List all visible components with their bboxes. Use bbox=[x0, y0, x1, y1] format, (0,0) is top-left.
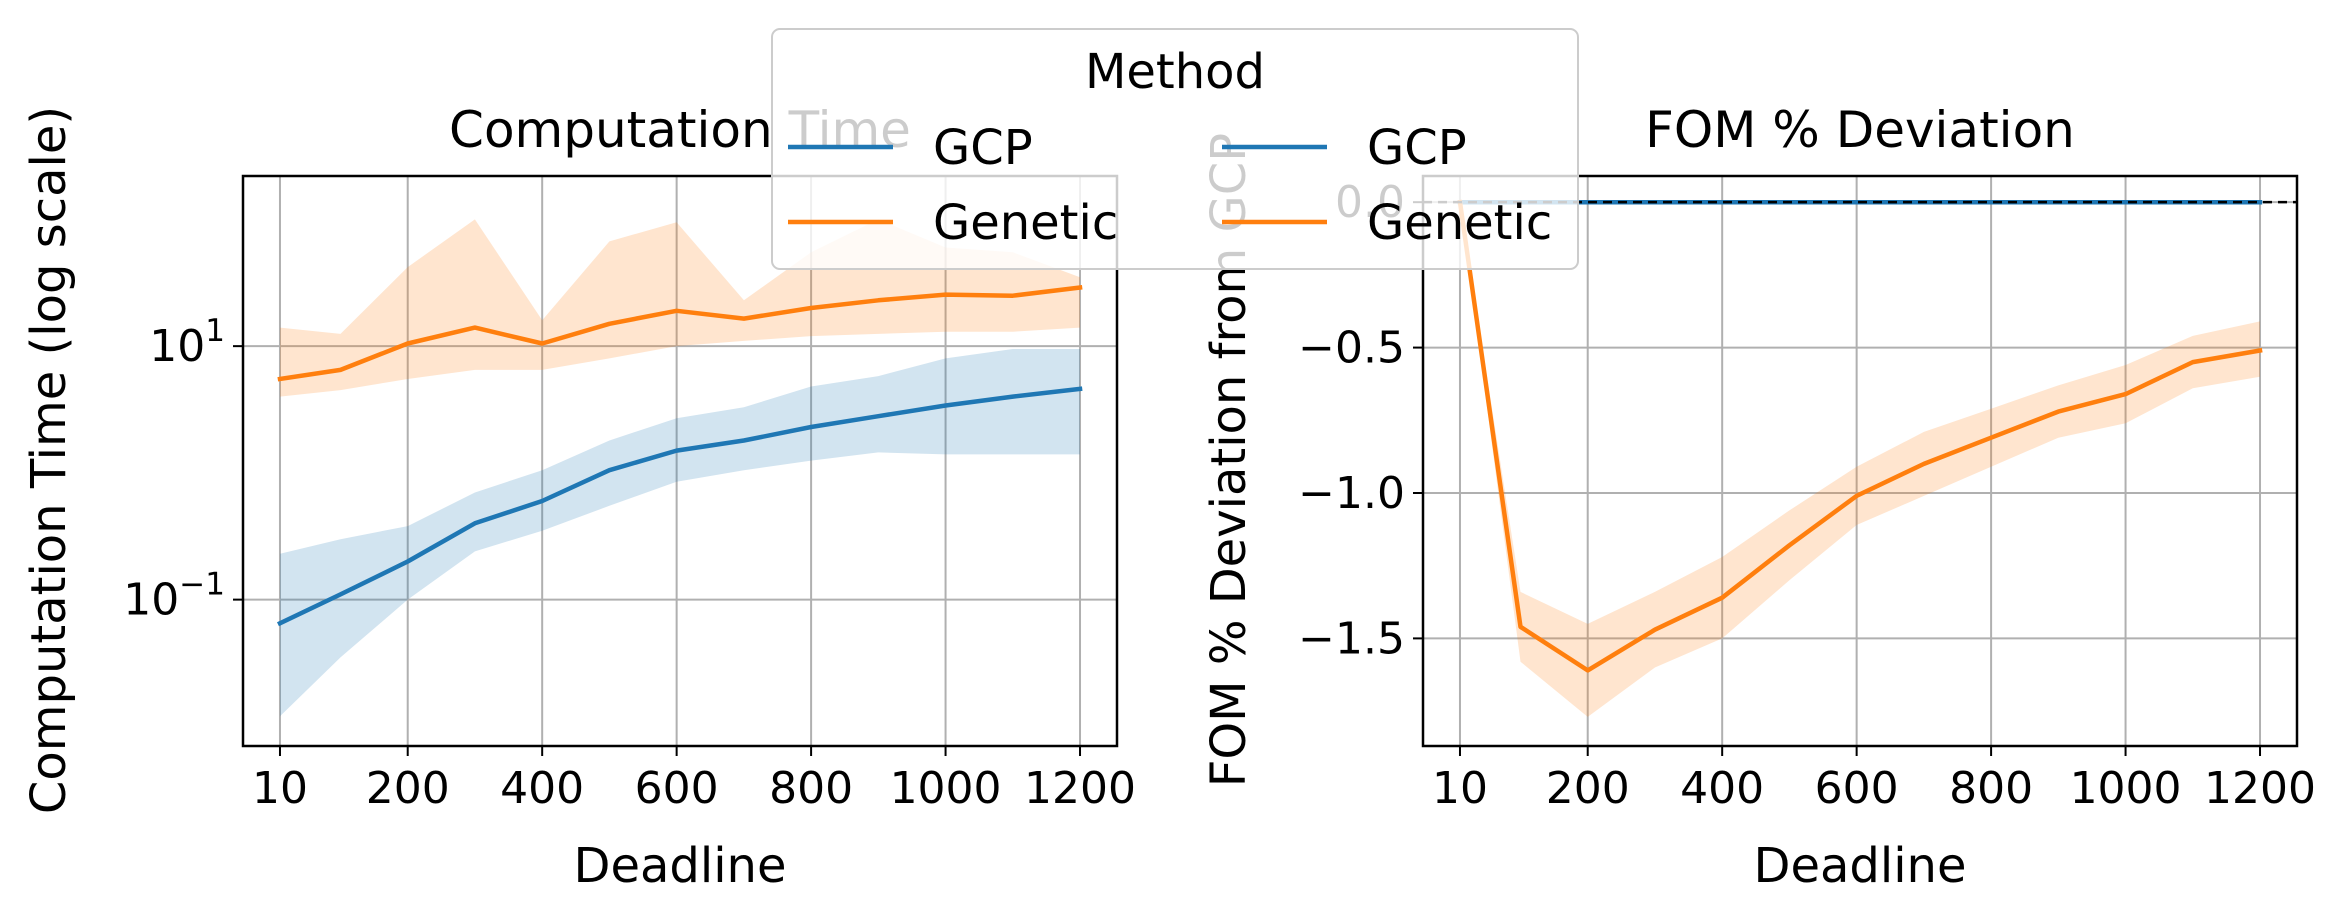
x-tick-label: 1200 bbox=[2204, 763, 2316, 814]
y-tick-label: 10−1 bbox=[123, 567, 225, 626]
legend-entry-genetic: Genetic bbox=[788, 195, 1118, 251]
y-tick-label: −0.5 bbox=[1298, 323, 1405, 374]
x-tick-label: 10 bbox=[252, 763, 308, 814]
legend-label: Genetic bbox=[1367, 195, 1552, 251]
x-axis-label-left: Deadline bbox=[574, 838, 787, 894]
plot-area bbox=[1423, 199, 2297, 717]
x-tick-label: 600 bbox=[1815, 763, 1899, 814]
x-tick-label: 800 bbox=[1949, 763, 2033, 814]
x-tick-label: 200 bbox=[366, 763, 450, 814]
x-tick-label: 1000 bbox=[2070, 763, 2182, 814]
x-tick-label: 600 bbox=[635, 763, 719, 814]
legend-entry-gcp: GCP bbox=[788, 120, 1033, 176]
series-line-gcp bbox=[276, 386, 1083, 627]
x-tick-label: 400 bbox=[1680, 763, 1764, 814]
grid-lines bbox=[243, 176, 1117, 746]
panel-title-fom-deviation: FOM % Deviation bbox=[1645, 101, 2075, 159]
axes-frame bbox=[1421, 174, 2299, 748]
series-line-genetic bbox=[277, 284, 1083, 382]
confidence-band-gcp bbox=[280, 349, 1080, 717]
legend-entry-gcp: GCP bbox=[1222, 120, 1467, 176]
legend-label: Genetic bbox=[933, 195, 1118, 251]
fom-deviation-panel: FOM % Deviation Deadline FOM % Deviation… bbox=[1201, 101, 2316, 894]
legend-title: Method bbox=[1085, 44, 1265, 100]
y-tick-label: −1.5 bbox=[1298, 613, 1405, 664]
series-line-genetic bbox=[1457, 199, 2263, 673]
legend-frame bbox=[771, 28, 1579, 270]
x-tick-label: 10 bbox=[1432, 763, 1488, 814]
legend: Method GCP Genetic GCP Genetic bbox=[771, 28, 1579, 270]
x-tick-label: 200 bbox=[1546, 763, 1630, 814]
legend-label: GCP bbox=[933, 120, 1033, 176]
y-axis-label-left: Computation Time (log scale) bbox=[21, 106, 77, 814]
x-tick-label: 800 bbox=[769, 763, 853, 814]
legend-label: GCP bbox=[1367, 120, 1467, 176]
y-tick-label: −1.0 bbox=[1298, 468, 1405, 519]
legend-entry-genetic: Genetic bbox=[1222, 195, 1552, 251]
x-tick-label: 1000 bbox=[890, 763, 1002, 814]
y-tick-label: 101 bbox=[149, 313, 225, 372]
x-axis-label-right: Deadline bbox=[1754, 838, 1967, 894]
x-tick-label: 400 bbox=[500, 763, 584, 814]
x-tick-label: 1200 bbox=[1024, 763, 1136, 814]
confidence-band-genetic bbox=[1460, 202, 2260, 717]
axes-frame bbox=[241, 174, 1119, 748]
